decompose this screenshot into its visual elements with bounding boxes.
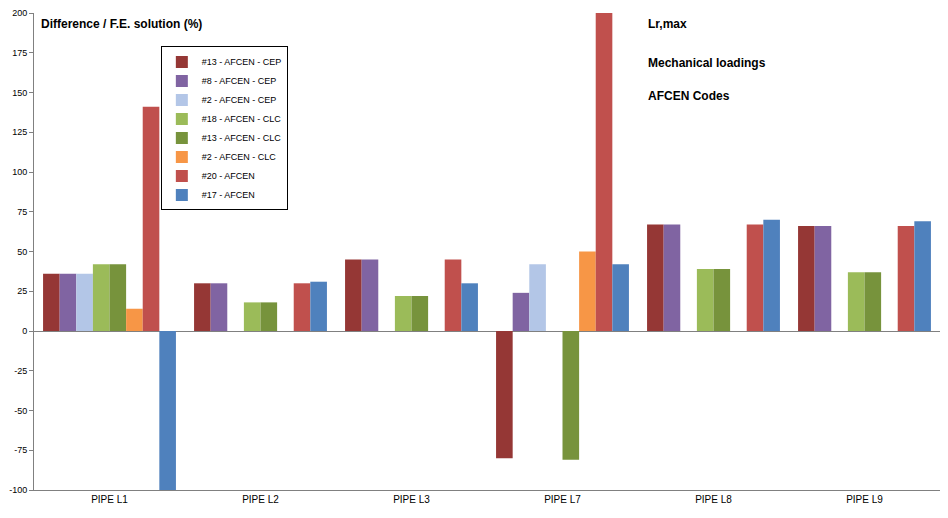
svg-text:#8 - AFCEN - CEP: #8 - AFCEN - CEP — [202, 76, 277, 86]
svg-text:100: 100 — [12, 167, 27, 177]
svg-text:-50: -50 — [14, 406, 27, 416]
svg-text:#17 - AFCEN: #17 - AFCEN — [202, 190, 255, 200]
svg-text:-25: -25 — [14, 366, 27, 376]
svg-text:PIPE L7: PIPE L7 — [544, 494, 581, 505]
svg-text:200: 200 — [12, 8, 27, 18]
svg-text:PIPE L8: PIPE L8 — [695, 494, 732, 505]
svg-text:#13 - AFCEN - CLC: #13 - AFCEN - CLC — [202, 133, 282, 143]
svg-text:150: 150 — [12, 88, 27, 98]
svg-text:50: 50 — [17, 247, 27, 257]
svg-text:PIPE L1: PIPE L1 — [91, 494, 128, 505]
svg-text:#13 - AFCEN - CEP: #13 - AFCEN - CEP — [202, 57, 282, 67]
svg-text:#18 - AFCEN - CLC: #18 - AFCEN - CLC — [202, 114, 282, 124]
svg-text:175: 175 — [12, 48, 27, 58]
svg-text:0: 0 — [22, 326, 27, 336]
svg-text:Mechanical loadings: Mechanical loadings — [648, 56, 766, 70]
svg-text:Difference / F.E. solution (%): Difference / F.E. solution (%) — [41, 17, 202, 31]
svg-text:#20 - AFCEN: #20 - AFCEN — [202, 171, 255, 181]
svg-text:-100: -100 — [9, 485, 27, 495]
svg-text:Lr,max: Lr,max — [648, 17, 687, 31]
svg-text:-75: -75 — [14, 445, 27, 455]
svg-text:125: 125 — [12, 127, 27, 137]
svg-text:#2 - AFCEN - CLC: #2 - AFCEN - CLC — [202, 152, 277, 162]
svg-text:AFCEN Codes: AFCEN Codes — [648, 89, 730, 103]
svg-text:75: 75 — [17, 207, 27, 217]
svg-text:PIPE L9: PIPE L9 — [846, 494, 883, 505]
svg-text:#2 - AFCEN - CEP: #2 - AFCEN - CEP — [202, 95, 277, 105]
svg-text:PIPE L3: PIPE L3 — [393, 494, 430, 505]
svg-text:PIPE L2: PIPE L2 — [242, 494, 279, 505]
svg-text:25: 25 — [17, 286, 27, 296]
